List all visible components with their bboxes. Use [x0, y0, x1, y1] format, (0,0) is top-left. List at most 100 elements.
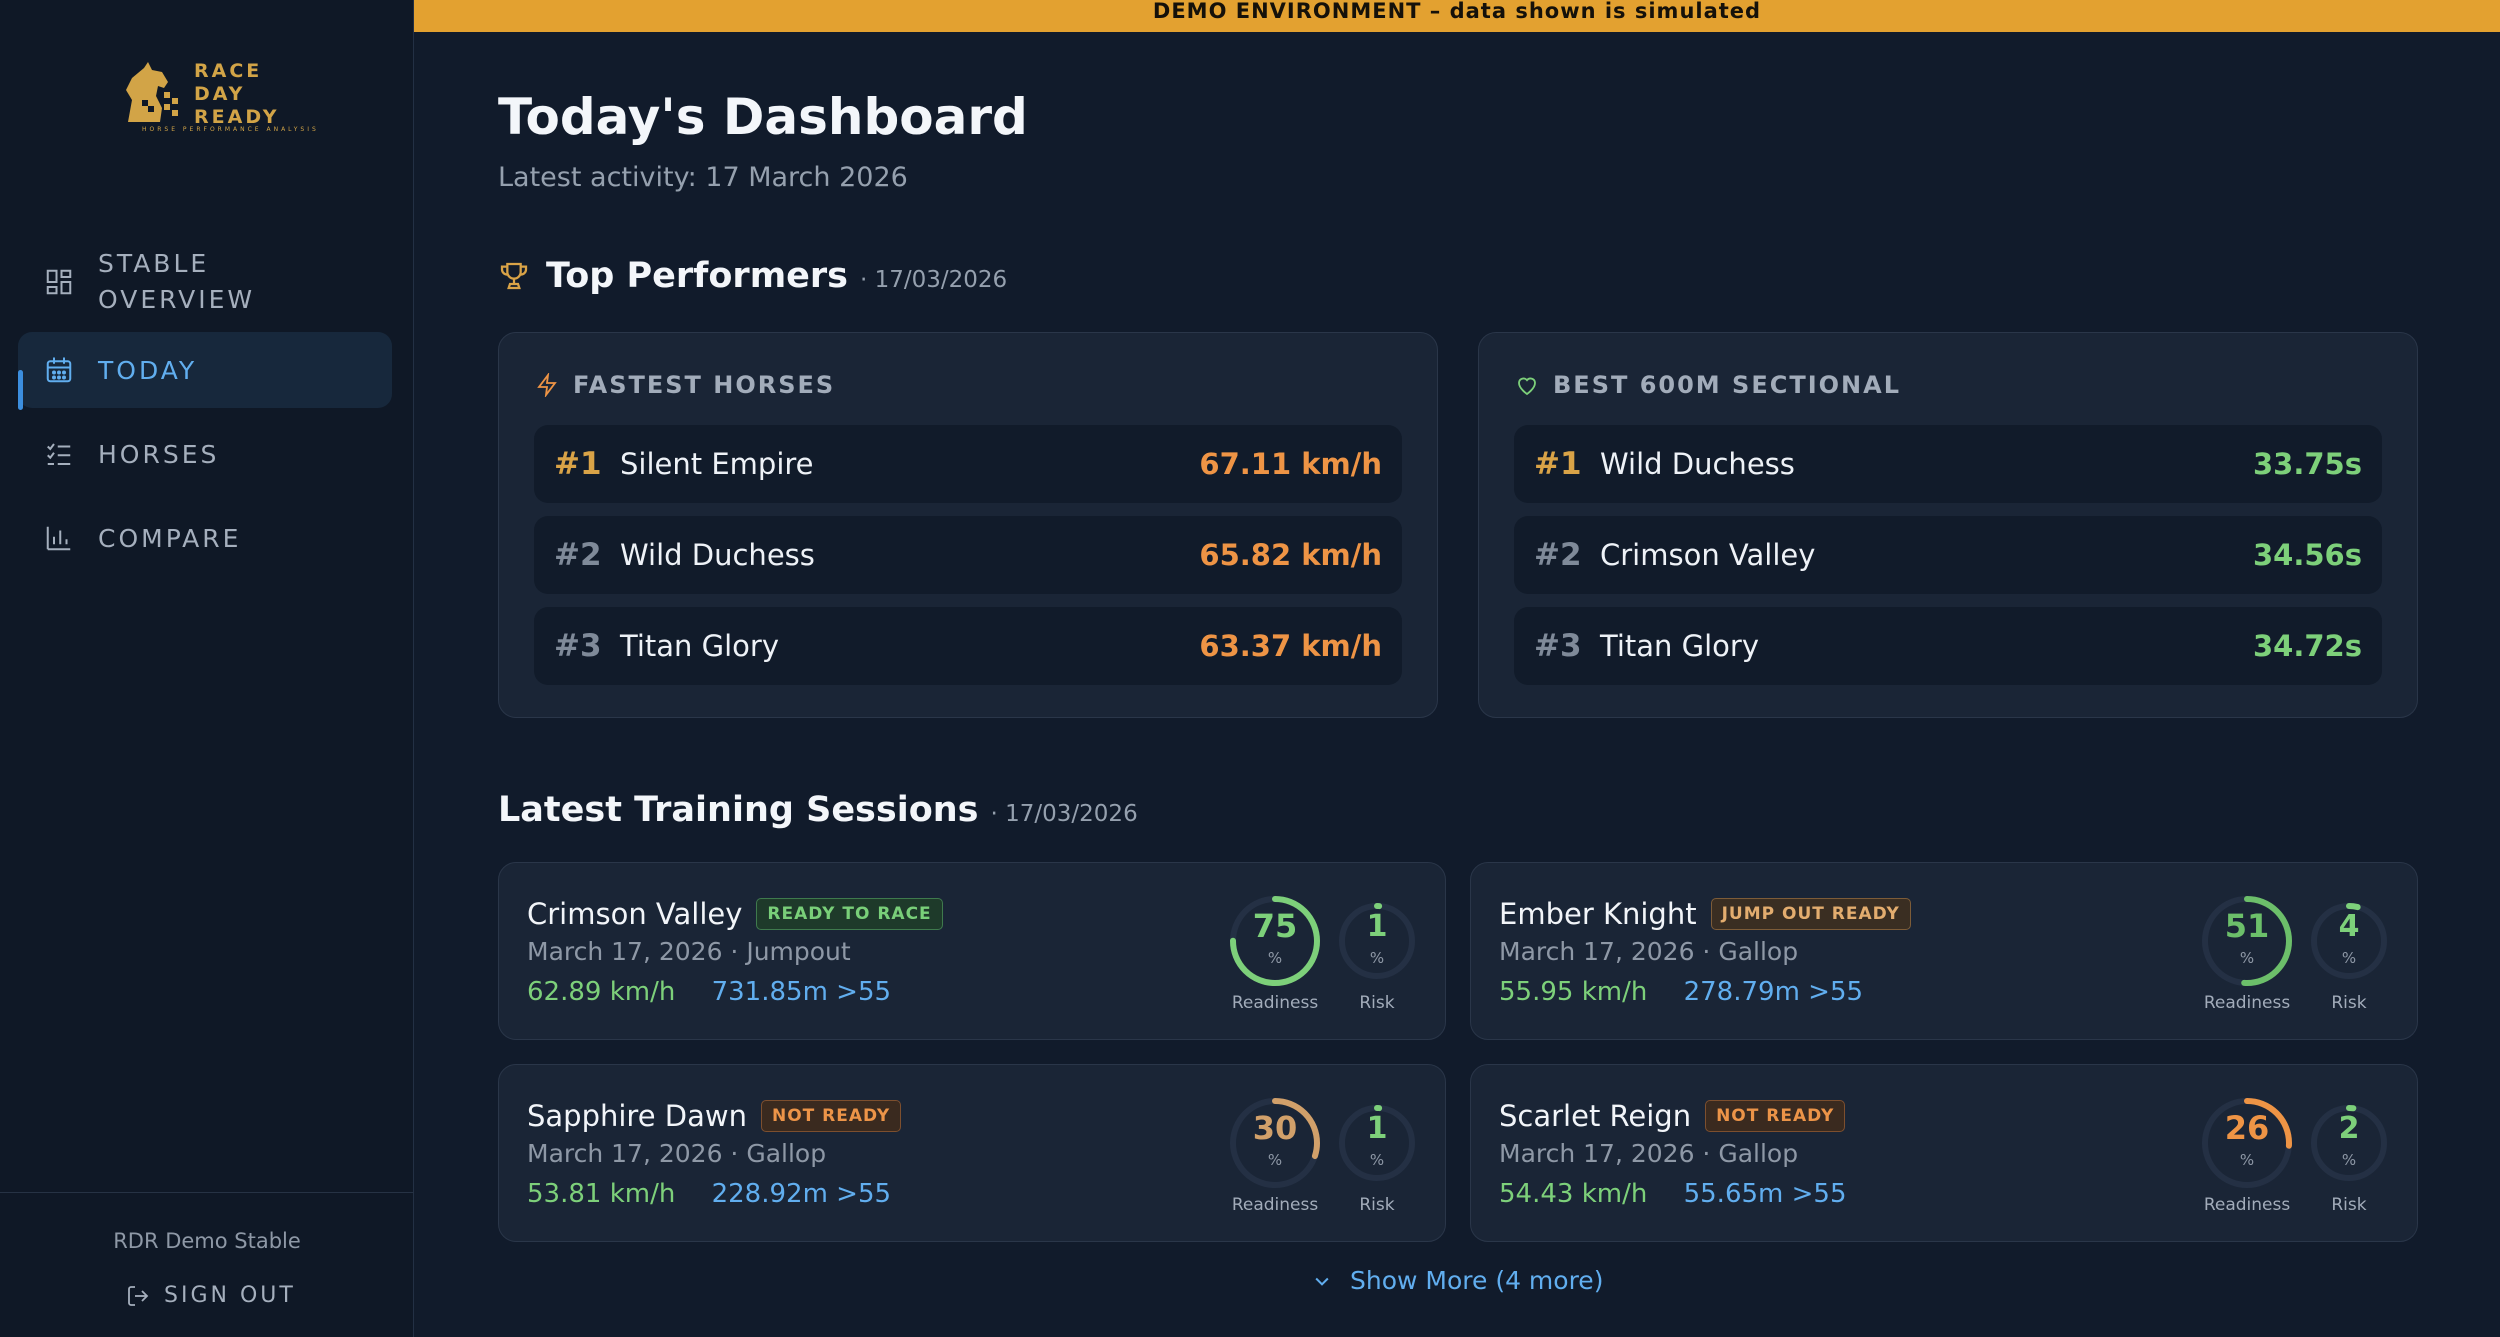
rank: #3: [554, 628, 602, 664]
session-distance: 278.79m >55: [1683, 977, 1864, 1007]
horse-name: Silent Empire: [620, 447, 814, 481]
horse-name: Sapphire Dawn: [527, 1099, 747, 1133]
horse-name: Crimson Valley: [527, 897, 743, 931]
session-speed: 55.95 km/h: [1499, 977, 1648, 1007]
horse-name: Scarlet Reign: [1499, 1099, 1692, 1133]
nav-item-horses[interactable]: HORSES: [18, 416, 392, 492]
session-meta: March 17, 2026 · Gallop: [527, 1139, 827, 1168]
brand-logo[interactable]: RACE DAY READY HORSE PERFORMANCE ANALYSI…: [118, 56, 316, 136]
risk-pct: %: [2341, 1151, 2357, 1169]
sectional-value: 33.75s: [2253, 447, 2362, 481]
readiness-value: 75: [1252, 907, 1298, 945]
risk-gauge: 2 % Risk: [2309, 1095, 2389, 1215]
session-distance: 228.92m >55: [711, 1179, 892, 1209]
session-card[interactable]: Sapphire Dawn NOT READY March 17, 2026 ·…: [498, 1064, 1446, 1242]
rank: #1: [1534, 446, 1582, 482]
status-badge: READY TO RACE: [756, 898, 943, 930]
lightning-icon: [537, 373, 557, 397]
trophy-icon: [500, 262, 528, 290]
rank: #1: [554, 446, 602, 482]
readiness-label: Readiness: [2203, 1195, 2291, 1215]
session-card[interactable]: Scarlet Reign NOT READY March 17, 2026 ·…: [1470, 1064, 2418, 1242]
horse-name: Titan Glory: [620, 629, 779, 663]
session-meta: March 17, 2026 · Jumpout: [527, 937, 851, 966]
readiness-gauge: 75 % Readiness: [1227, 893, 1323, 1013]
session-speed: 62.89 km/h: [527, 977, 676, 1007]
readiness-label: Readiness: [1231, 1195, 1319, 1215]
nav-item-compare[interactable]: COMPARE: [18, 500, 392, 576]
best-sectional-header: BEST 600M SECTIONAL: [1515, 371, 1901, 399]
risk-pct: %: [1369, 1151, 1385, 1169]
risk-value: 4: [2338, 909, 2360, 944]
session-distance: 731.85m >55: [711, 977, 892, 1007]
heart-icon: [1518, 377, 1536, 396]
show-more-button[interactable]: Show More (4 more): [1312, 1266, 1603, 1295]
sectional-value: 34.56s: [2253, 538, 2362, 572]
fastest-horses-card: FASTEST HORSES #1 Silent Empire 67.11 km…: [498, 332, 1438, 718]
fastest-row[interactable]: #1 Silent Empire 67.11 km/h: [534, 425, 1402, 503]
nav-label-horses: HORSES: [98, 439, 220, 469]
sidebar-footer: RDR Demo Stable SIGN OUT: [0, 1192, 414, 1337]
sidebar: RACE DAY READY HORSE PERFORMANCE ANALYSI…: [0, 0, 414, 1337]
top-performers-date: · 17/03/2026: [860, 267, 1008, 293]
logout-icon: [128, 1285, 149, 1306]
nav-label-compare: COMPARE: [98, 523, 242, 553]
page-title: Today's Dashboard: [498, 88, 1028, 146]
session-distance: 55.65m >55: [1683, 1179, 1847, 1209]
horse-name: Wild Duchess: [1600, 447, 1795, 481]
nav-item-stable-overview[interactable]: STABLE OVERVIEW: [18, 240, 392, 324]
session-title: Ember Knight JUMP OUT READY: [1499, 897, 1911, 931]
nav-item-today[interactable]: TODAY: [18, 332, 392, 410]
risk-pct: %: [1369, 949, 1385, 967]
session-stats: 53.81 km/h 228.92m >55: [527, 1179, 891, 1209]
calendar-icon: [46, 357, 72, 383]
sign-out-button[interactable]: SIGN OUT: [126, 1283, 296, 1308]
horse-name: Titan Glory: [1600, 629, 1759, 663]
sign-out-label: SIGN OUT: [164, 1283, 296, 1308]
rank: #2: [554, 537, 602, 573]
risk-gauge: 4 % Risk: [2309, 893, 2389, 1013]
horse-logo-icon: [126, 62, 178, 122]
session-card[interactable]: Crimson Valley READY TO RACE March 17, 2…: [498, 862, 1446, 1040]
session-speed: 54.43 km/h: [1499, 1179, 1648, 1209]
logo-line-2: DAY: [194, 83, 246, 105]
speed-value: 63.37 km/h: [1199, 629, 1382, 663]
readiness-gauge: 30 % Readiness: [1227, 1095, 1323, 1215]
session-meta: March 17, 2026 · Gallop: [1499, 937, 1799, 966]
session-gauges: 51 % Readiness 4 % Risk: [2199, 893, 2389, 1013]
readiness-pct: %: [1267, 949, 1283, 967]
readiness-pct: %: [2239, 1151, 2255, 1169]
fastest-horses-heading: FASTEST HORSES: [573, 371, 836, 399]
rank: #3: [1534, 628, 1582, 664]
horse-name: Ember Knight: [1499, 897, 1697, 931]
logo-line-1: RACE: [194, 60, 263, 82]
sectional-row[interactable]: #3 Titan Glory 34.72s: [1514, 607, 2382, 685]
risk-label: Risk: [1359, 993, 1395, 1013]
session-speed: 53.81 km/h: [527, 1179, 676, 1209]
top-performers-header: Top Performers · 17/03/2026: [498, 256, 1007, 296]
logo-line-3: READY: [194, 106, 280, 128]
readiness-gauge: 51 % Readiness: [2199, 893, 2295, 1013]
grid-icon: [46, 269, 72, 295]
horse-name: Crimson Valley: [1600, 538, 1816, 572]
fastest-row[interactable]: #2 Wild Duchess 65.82 km/h: [534, 516, 1402, 594]
session-meta: March 17, 2026 · Gallop: [1499, 1139, 1799, 1168]
show-more-label: Show More (4 more): [1350, 1266, 1604, 1295]
fastest-row[interactable]: #3 Titan Glory 63.37 km/h: [534, 607, 1402, 685]
session-gauges: 75 % Readiness 1 % Risk: [1227, 893, 1417, 1013]
risk-value: 1: [1366, 909, 1388, 944]
page-subtitle: Latest activity: 17 March 2026: [498, 162, 908, 193]
readiness-pct: %: [1267, 1151, 1283, 1169]
readiness-value: 30: [1252, 1109, 1298, 1147]
risk-value: 1: [1366, 1111, 1388, 1146]
session-title: Sapphire Dawn NOT READY: [527, 1099, 902, 1133]
sectional-row[interactable]: #2 Crimson Valley 34.56s: [1514, 516, 2382, 594]
risk-gauge: 1 % Risk: [1337, 893, 1417, 1013]
session-card[interactable]: Ember Knight JUMP OUT READY March 17, 20…: [1470, 862, 2418, 1040]
sectional-row[interactable]: #1 Wild Duchess 33.75s: [1514, 425, 2382, 503]
readiness-pct: %: [2239, 949, 2255, 967]
session-gauges: 26 % Readiness 2 % Risk: [2199, 1095, 2389, 1215]
stable-name: RDR Demo Stable: [113, 1229, 301, 1253]
session-title: Crimson Valley READY TO RACE: [527, 897, 943, 931]
session-gauges: 30 % Readiness 1 % Risk: [1227, 1095, 1417, 1215]
